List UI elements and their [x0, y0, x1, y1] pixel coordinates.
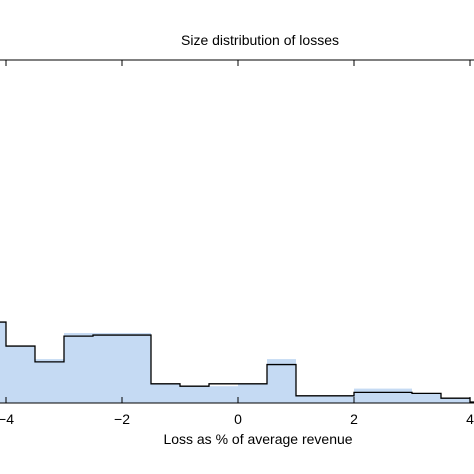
histogram-bar [296, 395, 325, 403]
histogram-bar [267, 359, 296, 403]
histogram-bar [180, 386, 209, 403]
x-axis-label: Loss as % of average revenue [163, 431, 352, 447]
x-tick-label: 4 [466, 411, 474, 427]
histogram-bar [6, 346, 35, 403]
histogram-bars [0, 322, 474, 403]
chart-title: Size distribution of losses [181, 32, 339, 48]
histogram-bar [209, 386, 238, 403]
histogram-bar [354, 388, 383, 403]
x-tick-label: 2 [350, 411, 358, 427]
x-tick-label: 0 [234, 411, 242, 427]
histogram-bar [238, 383, 267, 403]
histogram-bar [412, 393, 441, 403]
histogram-bar [325, 395, 354, 403]
x-tick-label: −2 [114, 411, 130, 427]
outline-step-line [0, 321, 474, 403]
histogram-bar [93, 333, 122, 403]
histogram-bar [35, 359, 64, 403]
histogram-bar [122, 333, 151, 403]
axes: −4 −2 0 2 4 [0, 59, 474, 427]
histogram-bar [383, 388, 412, 403]
histogram-bar [151, 383, 180, 403]
histogram-bar [441, 398, 470, 403]
x-tick-label: −4 [0, 411, 14, 427]
histogram-bar [0, 322, 6, 403]
histogram-bar [64, 333, 93, 403]
